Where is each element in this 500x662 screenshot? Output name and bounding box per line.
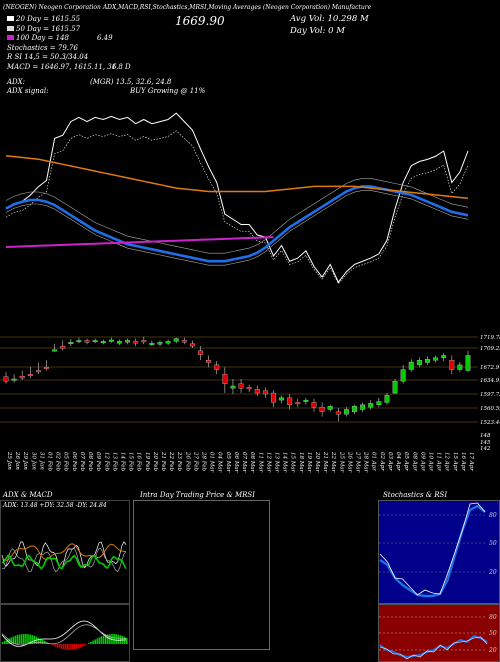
- stoch-d-line: [380, 503, 485, 595]
- macd-bar: [97, 638, 99, 644]
- macd-bar: [42, 640, 44, 644]
- macd-bar: [120, 635, 122, 644]
- macd-bar: [55, 644, 57, 647]
- rsi-lines: [379, 617, 487, 659]
- macd-bar: [38, 638, 40, 644]
- stoch-tick-50: 50: [489, 540, 497, 547]
- macd-bar: [2, 642, 4, 644]
- macd-bar: [23, 634, 25, 644]
- macd-bar: [65, 644, 67, 650]
- macd-bar: [80, 644, 82, 647]
- macd-bar: [90, 642, 92, 644]
- macd-bar: [71, 644, 73, 650]
- macd-bar: [84, 644, 86, 645]
- macd-bar: [59, 644, 61, 648]
- macd-bar: [63, 644, 65, 649]
- macd-histogram: [2, 621, 128, 650]
- adx-orange-line: [2, 544, 126, 561]
- macd-bar: [73, 644, 75, 649]
- stoch-k-line: [380, 506, 485, 596]
- macd-bar: [115, 634, 117, 644]
- macd-bar: [76, 644, 78, 649]
- macd-bar: [88, 643, 90, 644]
- macd-bar: [78, 644, 80, 648]
- macd-bar: [27, 634, 29, 644]
- macd-bar: [25, 634, 27, 644]
- macd-bar: [21, 634, 23, 644]
- adx-lines: [2, 542, 126, 572]
- macd-bar: [92, 641, 94, 644]
- macd-bar: [15, 636, 17, 644]
- macd-bar: [101, 636, 103, 644]
- macd-bar: [82, 644, 84, 646]
- stochastics-lines: [379, 503, 487, 596]
- macd-bar: [67, 644, 69, 650]
- rsi-tick-20: 20: [489, 647, 497, 654]
- rsi-tick-50: 50: [489, 630, 497, 637]
- macd-bar: [69, 644, 71, 650]
- macd-bar: [118, 635, 120, 644]
- macd-bar: [103, 636, 105, 644]
- macd-bar: [94, 640, 96, 644]
- stoch-tick-80: 80: [489, 512, 497, 519]
- macd-bar: [57, 644, 59, 648]
- macd-bar: [52, 644, 54, 646]
- macd-bar: [126, 638, 128, 644]
- macd-bar: [99, 637, 101, 644]
- rsi-tick-80: 80: [489, 614, 497, 621]
- macd-bar: [113, 634, 115, 644]
- macd-bar: [19, 635, 21, 644]
- macd-bar: [17, 635, 19, 644]
- mrsi-line: [380, 637, 487, 659]
- macd-bar: [4, 641, 6, 644]
- macd-bar: [61, 644, 63, 649]
- stoch-tick-20: 20: [489, 569, 497, 576]
